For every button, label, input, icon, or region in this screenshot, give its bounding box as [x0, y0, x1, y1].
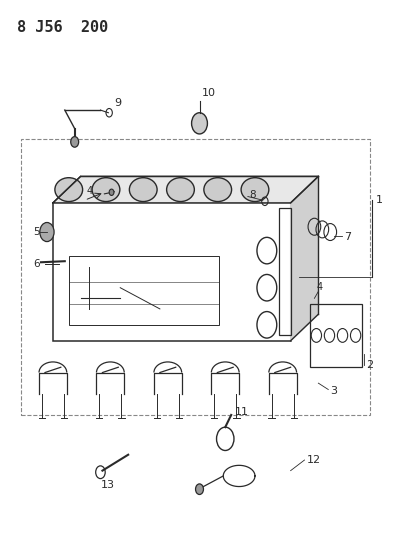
Polygon shape	[53, 176, 318, 203]
Text: 10: 10	[201, 88, 215, 98]
Ellipse shape	[204, 177, 231, 201]
Circle shape	[71, 136, 79, 147]
Text: 2: 2	[366, 360, 373, 369]
Circle shape	[196, 484, 203, 495]
Text: 13: 13	[101, 480, 115, 490]
Text: 8 J56  200: 8 J56 200	[17, 20, 109, 35]
Polygon shape	[290, 176, 318, 341]
Text: 4: 4	[316, 282, 322, 293]
Text: 4: 4	[87, 186, 93, 196]
Ellipse shape	[129, 177, 157, 201]
Text: 5: 5	[33, 227, 40, 237]
Circle shape	[109, 189, 114, 196]
Text: 3: 3	[330, 386, 337, 396]
Text: 9: 9	[114, 98, 121, 108]
Bar	[21, 139, 370, 415]
Text: 1: 1	[376, 195, 383, 205]
Bar	[69, 256, 219, 325]
Bar	[310, 304, 362, 367]
Ellipse shape	[92, 177, 120, 201]
Ellipse shape	[241, 177, 269, 201]
Text: 8: 8	[249, 190, 256, 200]
Circle shape	[192, 113, 207, 134]
Ellipse shape	[167, 177, 194, 201]
Text: 7: 7	[344, 232, 351, 243]
Circle shape	[40, 222, 54, 241]
Text: 11: 11	[235, 407, 249, 417]
Ellipse shape	[55, 177, 83, 201]
Text: 6: 6	[33, 259, 40, 269]
Text: 12: 12	[306, 455, 321, 465]
Bar	[279, 208, 290, 335]
Bar	[53, 203, 290, 341]
